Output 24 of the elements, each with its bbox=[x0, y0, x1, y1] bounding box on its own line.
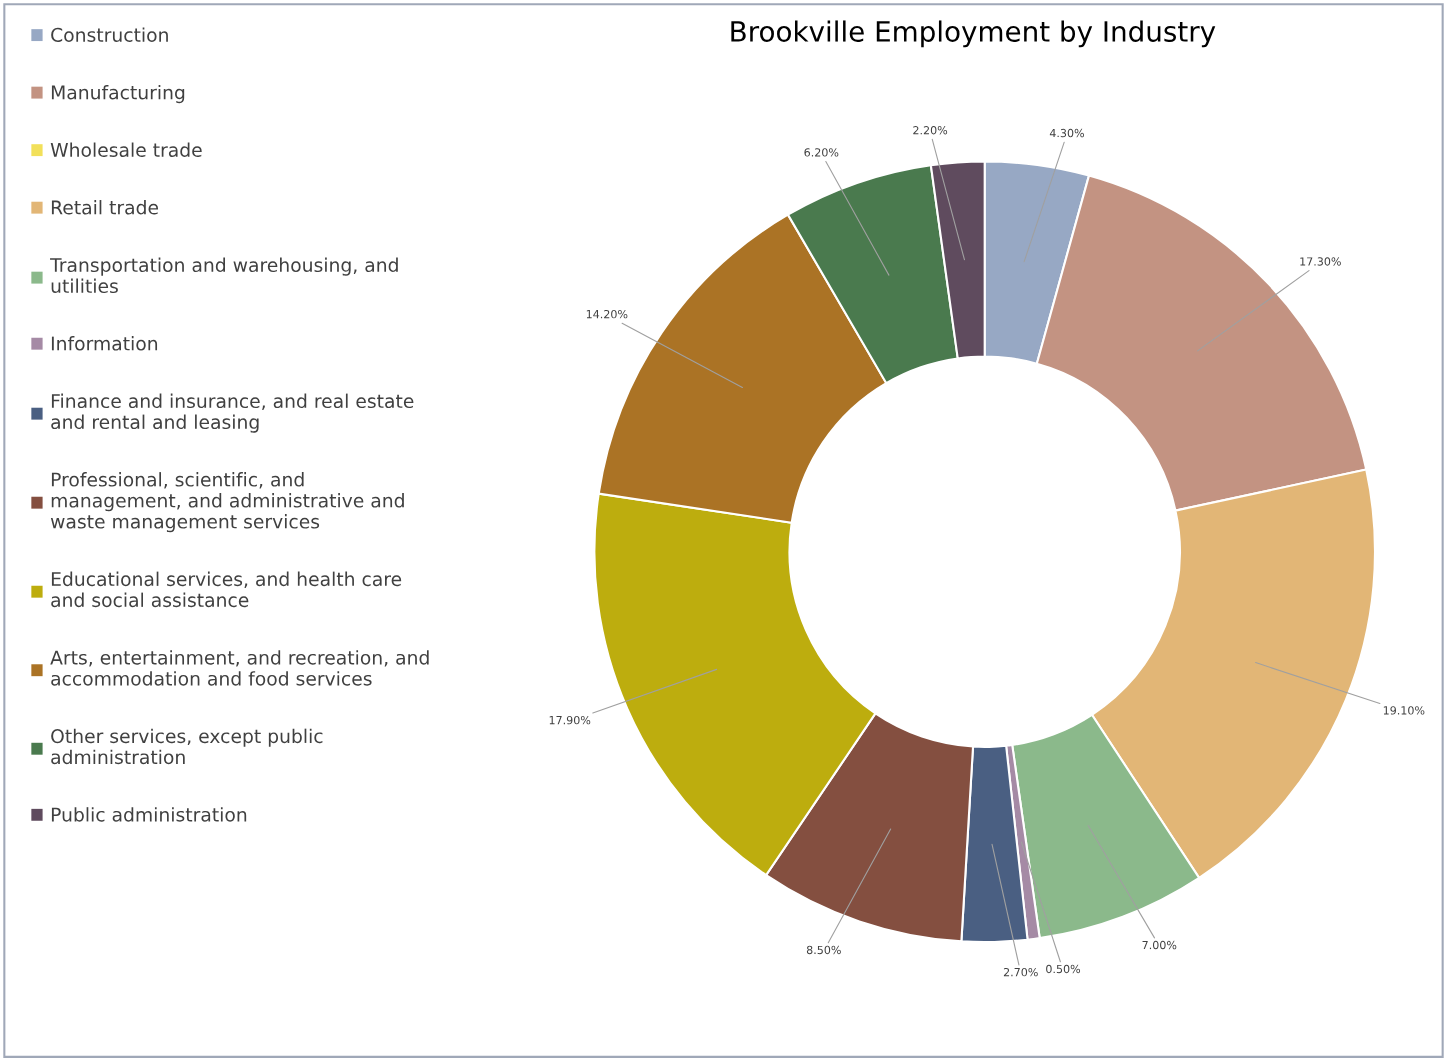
legend-label: Educational services, and health care and social assistance bbox=[51, 571, 402, 608]
data-label: 19.10% bbox=[1383, 706, 1425, 715]
data-label: 6.20% bbox=[804, 148, 839, 157]
data-label: 2.70% bbox=[1003, 967, 1038, 977]
legend-label: Wholesale trade bbox=[50, 142, 202, 158]
legend-label: Construction bbox=[51, 27, 168, 42]
legend-label: Manufacturing bbox=[51, 84, 185, 104]
legend-label: Public administration bbox=[51, 807, 247, 822]
data-label: 17.30% bbox=[1300, 257, 1341, 266]
data-label: 8.50% bbox=[806, 945, 841, 955]
legend-label: Retail trade bbox=[51, 200, 159, 215]
legend-label: Transportation and warehousing, and utilities bbox=[50, 257, 398, 294]
legend-label: Professional, scientific, and management, and administrative and waste management services bbox=[50, 472, 404, 533]
data-label: 2.20% bbox=[913, 126, 948, 135]
chart-title: Brookville Employment by Industry bbox=[731, 20, 1216, 48]
legend-label: Arts, entertainment, and recreation, and accommodation and food services bbox=[50, 650, 429, 686]
data-label: 17.90% bbox=[549, 715, 591, 725]
legend-label: Other services, except public administration bbox=[51, 728, 323, 765]
data-label: 7.00% bbox=[1142, 940, 1177, 950]
data-label: 4.30% bbox=[1049, 128, 1084, 138]
legend-label: Finance and insurance, and real estate and rental and leasing bbox=[51, 393, 414, 433]
data-label: 14.20% bbox=[586, 309, 628, 319]
data-label: 0.50% bbox=[1046, 964, 1081, 974]
legend-label: Information bbox=[51, 336, 158, 351]
